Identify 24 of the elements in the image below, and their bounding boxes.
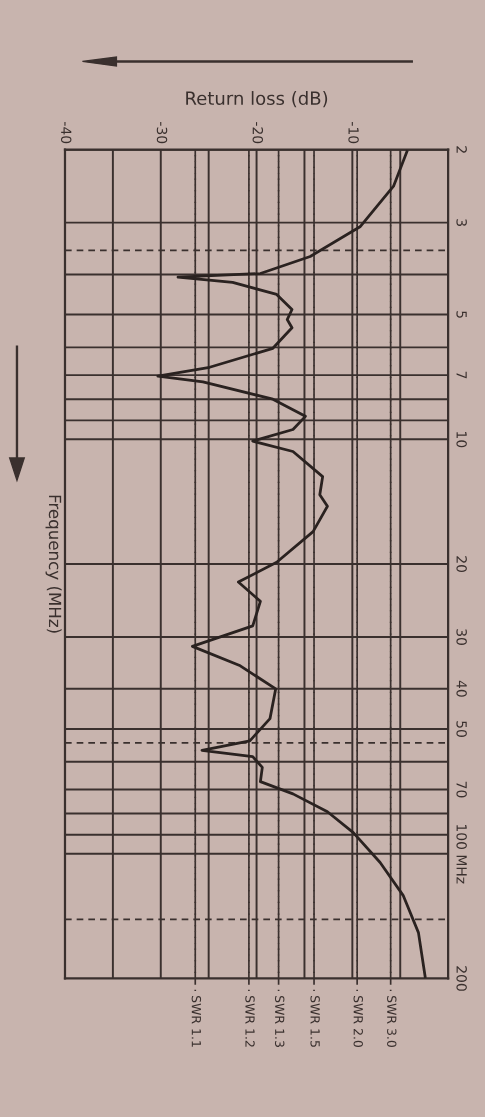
- y-tick-label: 40: [456, 680, 467, 697]
- ref-line-label: SWR 3.0: [387, 995, 397, 1048]
- y-tick-label: 2: [456, 146, 467, 153]
- y-tick-label: 3: [456, 219, 467, 226]
- ref-line-label: SWR 1.3: [274, 995, 285, 1047]
- x-tick-label: -40: [60, 122, 72, 144]
- y-tick-label: 100 MHz: [456, 824, 467, 884]
- x-tick-label: -10: [348, 122, 359, 144]
- ref-line-label: SWR 1.5: [310, 995, 320, 1047]
- y-tick-label: 70: [456, 781, 467, 798]
- x-tick-label: -30: [156, 122, 168, 144]
- y-tick-label: 20: [456, 556, 467, 572]
- y-tick-label: 7: [456, 371, 467, 379]
- y-tick-label: 5: [456, 311, 467, 318]
- y-tick-label: 50: [456, 721, 467, 737]
- y-axis-title: Frequency (MHz): [45, 495, 62, 633]
- ref-line-label: SWR 2.0: [353, 995, 363, 1048]
- y-tick-label: 10: [456, 432, 467, 448]
- ref-line-label: SWR 1.2: [245, 995, 255, 1047]
- x-tick-label: -20: [252, 122, 264, 144]
- y-tick-label: 200: [456, 966, 467, 991]
- y-tick-label: 30: [456, 629, 467, 645]
- ref-line-label: SWR 1.1: [191, 995, 202, 1047]
- x-axis-title: Return loss (dB): [186, 91, 328, 108]
